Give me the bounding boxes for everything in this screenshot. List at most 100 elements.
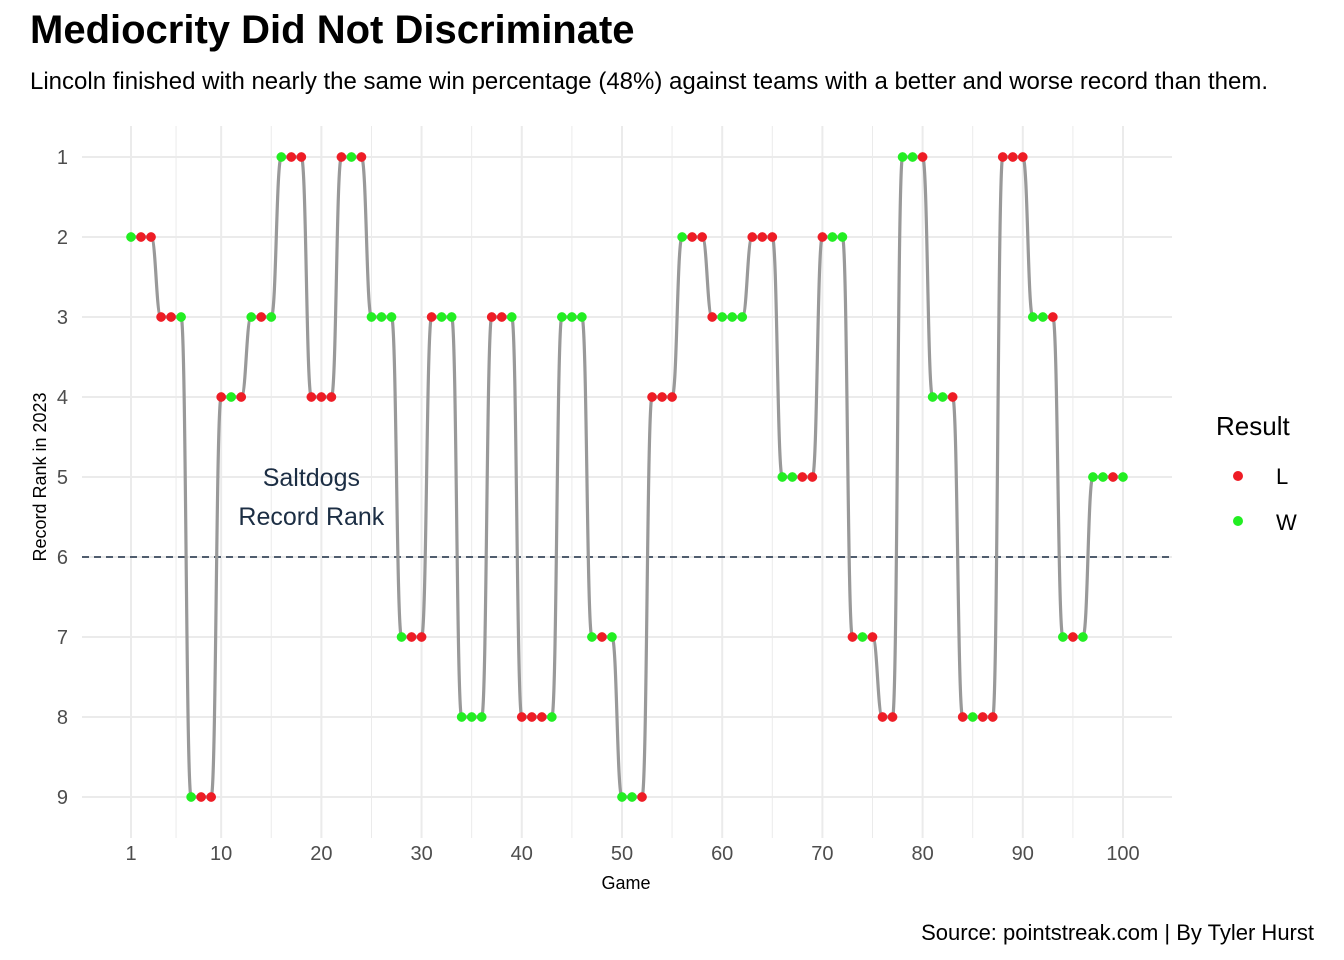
- chart-title: Mediocrity Did Not Discriminate: [30, 8, 635, 52]
- point-game-3-L: [146, 232, 156, 242]
- point-game-88-L: [997, 152, 1008, 162]
- point-game-98-W: [1098, 472, 1108, 482]
- x-tick-label-40: 40: [511, 843, 533, 865]
- point-game-14-L: [256, 312, 267, 322]
- point-game-7-W: [186, 792, 196, 802]
- x-tick-label-50: 50: [611, 843, 633, 865]
- point-game-25-W: [366, 312, 377, 322]
- y-axis-title: Record Rank in 2023: [30, 392, 50, 561]
- point-game-61-W: [727, 312, 738, 322]
- x-tick-label-30: 30: [410, 843, 432, 865]
- point-game-41-L: [526, 712, 537, 722]
- point-game-39-W: [506, 312, 517, 322]
- point-game-91-W: [1027, 312, 1038, 322]
- point-game-52-L: [637, 792, 647, 802]
- point-game-50-W: [617, 792, 627, 802]
- point-game-96-W: [1078, 632, 1088, 642]
- chart-subtitle: Lincoln finished with nearly the same wi…: [30, 68, 1268, 95]
- point-game-63-L: [747, 232, 758, 242]
- point-game-38-L: [496, 312, 507, 322]
- point-game-19-L: [306, 392, 317, 402]
- point-game-17-L: [286, 152, 297, 162]
- point-game-65-L: [767, 232, 778, 242]
- point-game-15-W: [266, 312, 277, 322]
- point-game-85-W: [967, 712, 978, 722]
- point-game-46-W: [577, 312, 587, 322]
- point-game-9-L: [206, 792, 217, 802]
- point-game-28-W: [396, 632, 407, 642]
- point-game-34-W: [456, 712, 467, 722]
- point-game-54-L: [657, 392, 667, 402]
- legend-title: Result: [1216, 411, 1290, 441]
- point-game-45-W: [567, 312, 577, 322]
- point-game-99-L: [1108, 472, 1118, 482]
- point-game-13-W: [246, 312, 257, 322]
- point-game-5-L: [166, 312, 176, 322]
- point-game-29-L: [406, 632, 417, 642]
- point-game-36-W: [476, 712, 487, 722]
- point-game-76-L: [877, 712, 888, 722]
- point-game-58-L: [697, 232, 708, 242]
- legend: Result L W: [1216, 411, 1297, 535]
- point-game-26-W: [376, 312, 387, 322]
- y-tick-label-2: 2: [57, 227, 68, 249]
- point-game-21-L: [326, 392, 337, 402]
- point-game-89-L: [1007, 152, 1018, 162]
- point-game-2-L: [136, 232, 146, 242]
- y-tick-label-3: 3: [57, 307, 68, 329]
- grid-lines: [82, 126, 1172, 838]
- point-game-56-W: [677, 232, 687, 242]
- point-game-73-L: [847, 632, 858, 642]
- point-game-90-L: [1017, 152, 1028, 162]
- point-game-18-L: [296, 152, 307, 162]
- point-game-11-W: [226, 392, 237, 402]
- y-tick-label-1: 1: [57, 147, 68, 169]
- point-game-8-L: [196, 792, 206, 802]
- point-game-35-W: [466, 712, 477, 722]
- point-game-24-L: [356, 152, 367, 162]
- x-tick-label-60: 60: [711, 843, 733, 865]
- x-tick-label-1: 1: [125, 843, 136, 865]
- x-tick-label-100: 100: [1106, 843, 1139, 865]
- point-game-42-L: [536, 712, 547, 722]
- point-game-100-W: [1118, 472, 1128, 482]
- point-game-81-W: [927, 392, 938, 402]
- points-group: [126, 152, 1128, 802]
- point-game-59-L: [707, 312, 718, 322]
- point-game-48-L: [597, 632, 607, 642]
- point-game-51-W: [627, 792, 637, 802]
- point-game-87-L: [987, 712, 998, 722]
- point-game-40-L: [516, 712, 527, 722]
- x-tick-label-20: 20: [310, 843, 332, 865]
- y-tick-label-4: 4: [57, 387, 68, 409]
- point-game-33-W: [446, 312, 457, 322]
- point-game-6-W: [176, 312, 186, 322]
- point-game-86-L: [977, 712, 988, 722]
- point-game-44-W: [557, 312, 567, 322]
- point-game-57-L: [687, 232, 697, 242]
- point-game-43-W: [546, 712, 557, 722]
- x-axis-title: Game: [601, 873, 650, 893]
- point-game-70-L: [817, 232, 828, 242]
- point-game-32-W: [436, 312, 447, 322]
- point-game-10-L: [216, 392, 227, 402]
- point-game-62-W: [737, 312, 748, 322]
- point-game-20-L: [316, 392, 327, 402]
- point-game-31-L: [426, 312, 437, 322]
- point-game-55-L: [667, 392, 677, 402]
- y-tick-label-5: 5: [57, 467, 68, 489]
- chart-caption: Source: pointstreak.com | By Tyler Hurst: [921, 920, 1314, 945]
- point-game-97-W: [1088, 472, 1098, 482]
- point-game-1-W: [126, 232, 136, 242]
- point-game-47-W: [587, 632, 597, 642]
- point-game-84-L: [957, 712, 968, 722]
- y-tick-label-9: 9: [57, 787, 68, 809]
- point-game-12-L: [236, 392, 247, 402]
- point-game-74-W: [857, 632, 868, 642]
- point-game-92-W: [1037, 312, 1048, 322]
- point-game-93-L: [1048, 312, 1058, 322]
- legend-key-W: [1233, 516, 1243, 526]
- point-game-71-W: [827, 232, 838, 242]
- point-game-49-W: [607, 632, 617, 642]
